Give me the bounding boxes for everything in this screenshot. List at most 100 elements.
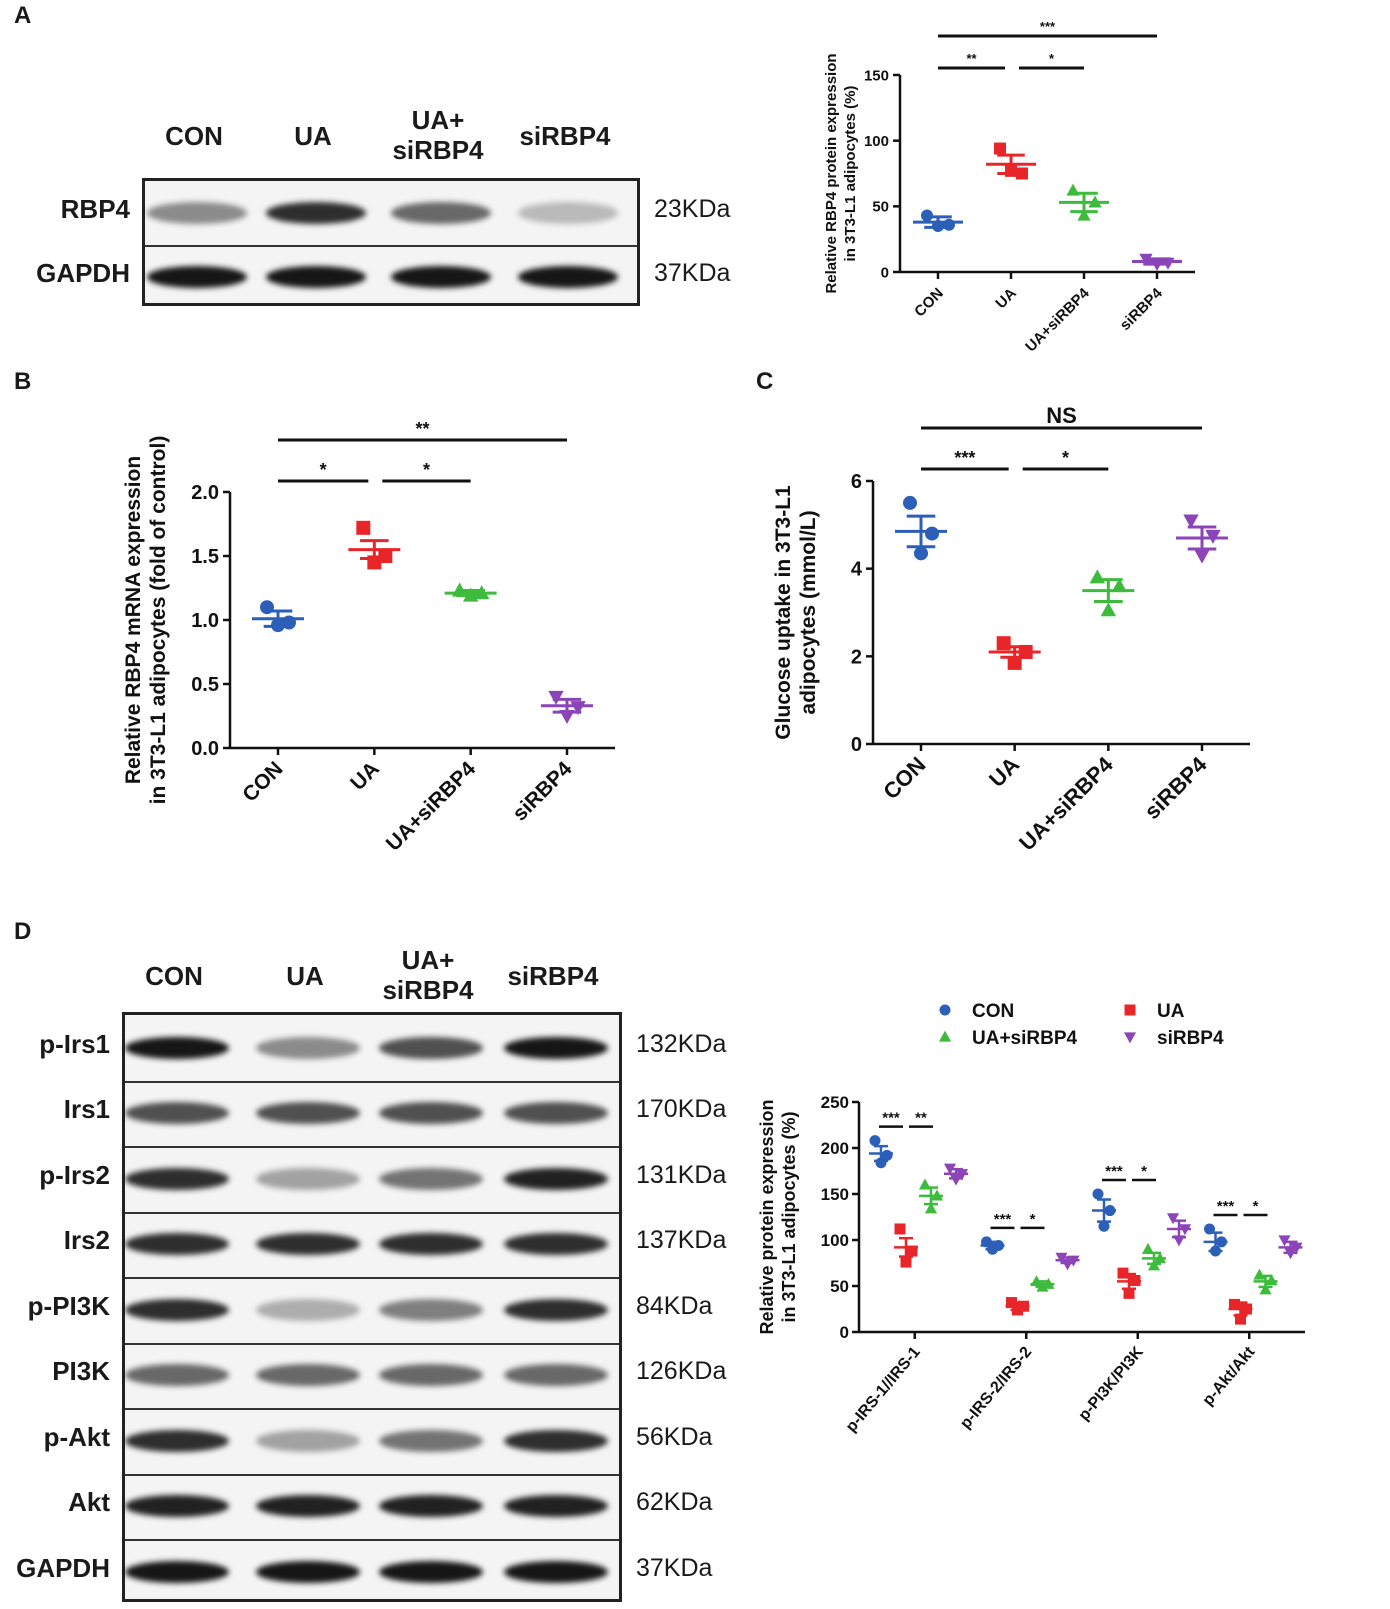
blot-row-divider (125, 1342, 619, 1345)
blot-row-label: Akt (68, 1487, 110, 1518)
significance-label: *** (1217, 1198, 1235, 1215)
data-point (1253, 1268, 1266, 1280)
x-tick-label: UA+siRBP4 (382, 757, 481, 856)
panel-label-d: D (14, 918, 32, 945)
blot-frame (122, 1012, 622, 1602)
blot-frame (142, 178, 640, 306)
blot-band (504, 1167, 608, 1190)
blot-band (256, 1102, 360, 1125)
lane-label: UA+ siRBP4 (382, 945, 474, 1005)
y-tick-label: 150 (821, 1185, 849, 1204)
blot-band (379, 1167, 483, 1190)
blot-band (504, 1364, 608, 1387)
blot-band (504, 1102, 608, 1125)
blot-row-kda: 126KDa (636, 1357, 727, 1386)
data-point (924, 1202, 938, 1214)
data-point (1098, 1220, 1110, 1232)
blot-row-divider (125, 1146, 619, 1148)
blot-band (125, 1102, 229, 1125)
blot-band (256, 1364, 360, 1387)
panel-label-a: A (14, 2, 32, 29)
blot-row-label: Irs2 (63, 1225, 110, 1256)
blot-row-kda: 37KDa (654, 259, 731, 287)
blot-row-label: PI3K (52, 1356, 110, 1387)
y-tick-label: 6 (851, 471, 862, 493)
y-tick-label: 100 (821, 1231, 849, 1250)
significance-label: *** (954, 448, 975, 468)
blot-row-divider (125, 1211, 619, 1214)
blot-band (125, 1560, 229, 1583)
significance-label: *** (1105, 1163, 1123, 1180)
x-tick-label: CON (238, 757, 287, 806)
y-axis-label: in 3T3-L1 adipocytes (fold of control) (147, 436, 170, 805)
blot-band (266, 266, 366, 288)
lane-label: UA (286, 961, 324, 991)
blot-row-divider (125, 1539, 619, 1541)
y-axis-label: Relative RBP4 mRNA expression (122, 456, 145, 784)
data-point (1092, 1188, 1104, 1200)
significance-label: * (1141, 1163, 1147, 1180)
significance-label: ** (915, 1110, 927, 1127)
lane-label: UA (294, 121, 332, 151)
y-tick-label: 150 (864, 67, 889, 84)
data-point (925, 526, 939, 541)
panel-label-b: B (14, 368, 32, 395)
blot-row-kda: 23KDa (654, 195, 731, 223)
blot-band (256, 1560, 360, 1583)
significance-label: * (1253, 1198, 1259, 1215)
blot-band (147, 202, 247, 224)
y-tick-label: 0.5 (191, 674, 219, 696)
x-tick-label: p-PI3K/PI3K (1075, 1343, 1147, 1424)
blot-row-label: RBP4 (60, 194, 130, 224)
blot-band (518, 202, 618, 224)
blot-band (504, 1495, 608, 1518)
y-tick-label: 50 (872, 199, 889, 216)
blot-band (125, 1364, 229, 1387)
blot-band (125, 1233, 229, 1256)
blot-row-kda: 132KDa (636, 1029, 727, 1058)
significance-label: * (1049, 51, 1055, 66)
significance-label: * (320, 460, 327, 480)
data-point (903, 495, 917, 510)
y-tick-label: 250 (821, 1093, 849, 1112)
blot-band (504, 1298, 608, 1321)
x-tick-label: p-IRS-1//IRS-1 (843, 1344, 924, 1436)
y-tick-label: 1.5 (191, 546, 219, 568)
lane-label: siRBP4 (507, 961, 599, 991)
lane-label: UA+ siRBP4 (392, 105, 484, 165)
data-point (1111, 578, 1128, 593)
legend-marker (1123, 1032, 1137, 1044)
blot-band (256, 1233, 360, 1256)
significance-label: NS (1046, 403, 1077, 428)
blot-row-divider (145, 245, 637, 247)
blot-band (125, 1298, 229, 1321)
blot-band (504, 1429, 608, 1452)
x-tick-label: UA (992, 285, 1019, 312)
blot-row-label: p-Irs1 (39, 1028, 110, 1059)
x-tick-label: siRBP4 (1117, 284, 1167, 334)
blot-row-kda: 37KDa (636, 1553, 713, 1582)
blot-row-label: Irs1 (63, 1094, 110, 1125)
blot-band (256, 1298, 360, 1321)
y-tick-label: 4 (851, 559, 863, 581)
blot-row-kda: 131KDa (636, 1160, 727, 1189)
x-tick-label: siRBP4 (508, 757, 576, 825)
blot-row-kda: 84KDa (636, 1291, 713, 1320)
data-point (1259, 1283, 1272, 1295)
blot-band (504, 1036, 608, 1059)
blot-band (147, 266, 247, 288)
data-point (869, 1135, 881, 1147)
data-point (1183, 514, 1199, 529)
blot-band (379, 1429, 483, 1452)
data-point (900, 1256, 912, 1268)
y-tick-label: 100 (864, 133, 889, 150)
blot-band (379, 1364, 483, 1387)
blot-band (504, 1560, 608, 1583)
blot-band (256, 1495, 360, 1518)
legend-marker (1124, 1004, 1136, 1016)
y-tick-label: 200 (821, 1139, 849, 1158)
chart-d-protein-ratios: 0 50 100 150 200 250 p-IRS-1//IRS-1 p-IRS-2/IRS… (757, 1001, 1305, 1436)
blot-band (379, 1102, 483, 1125)
